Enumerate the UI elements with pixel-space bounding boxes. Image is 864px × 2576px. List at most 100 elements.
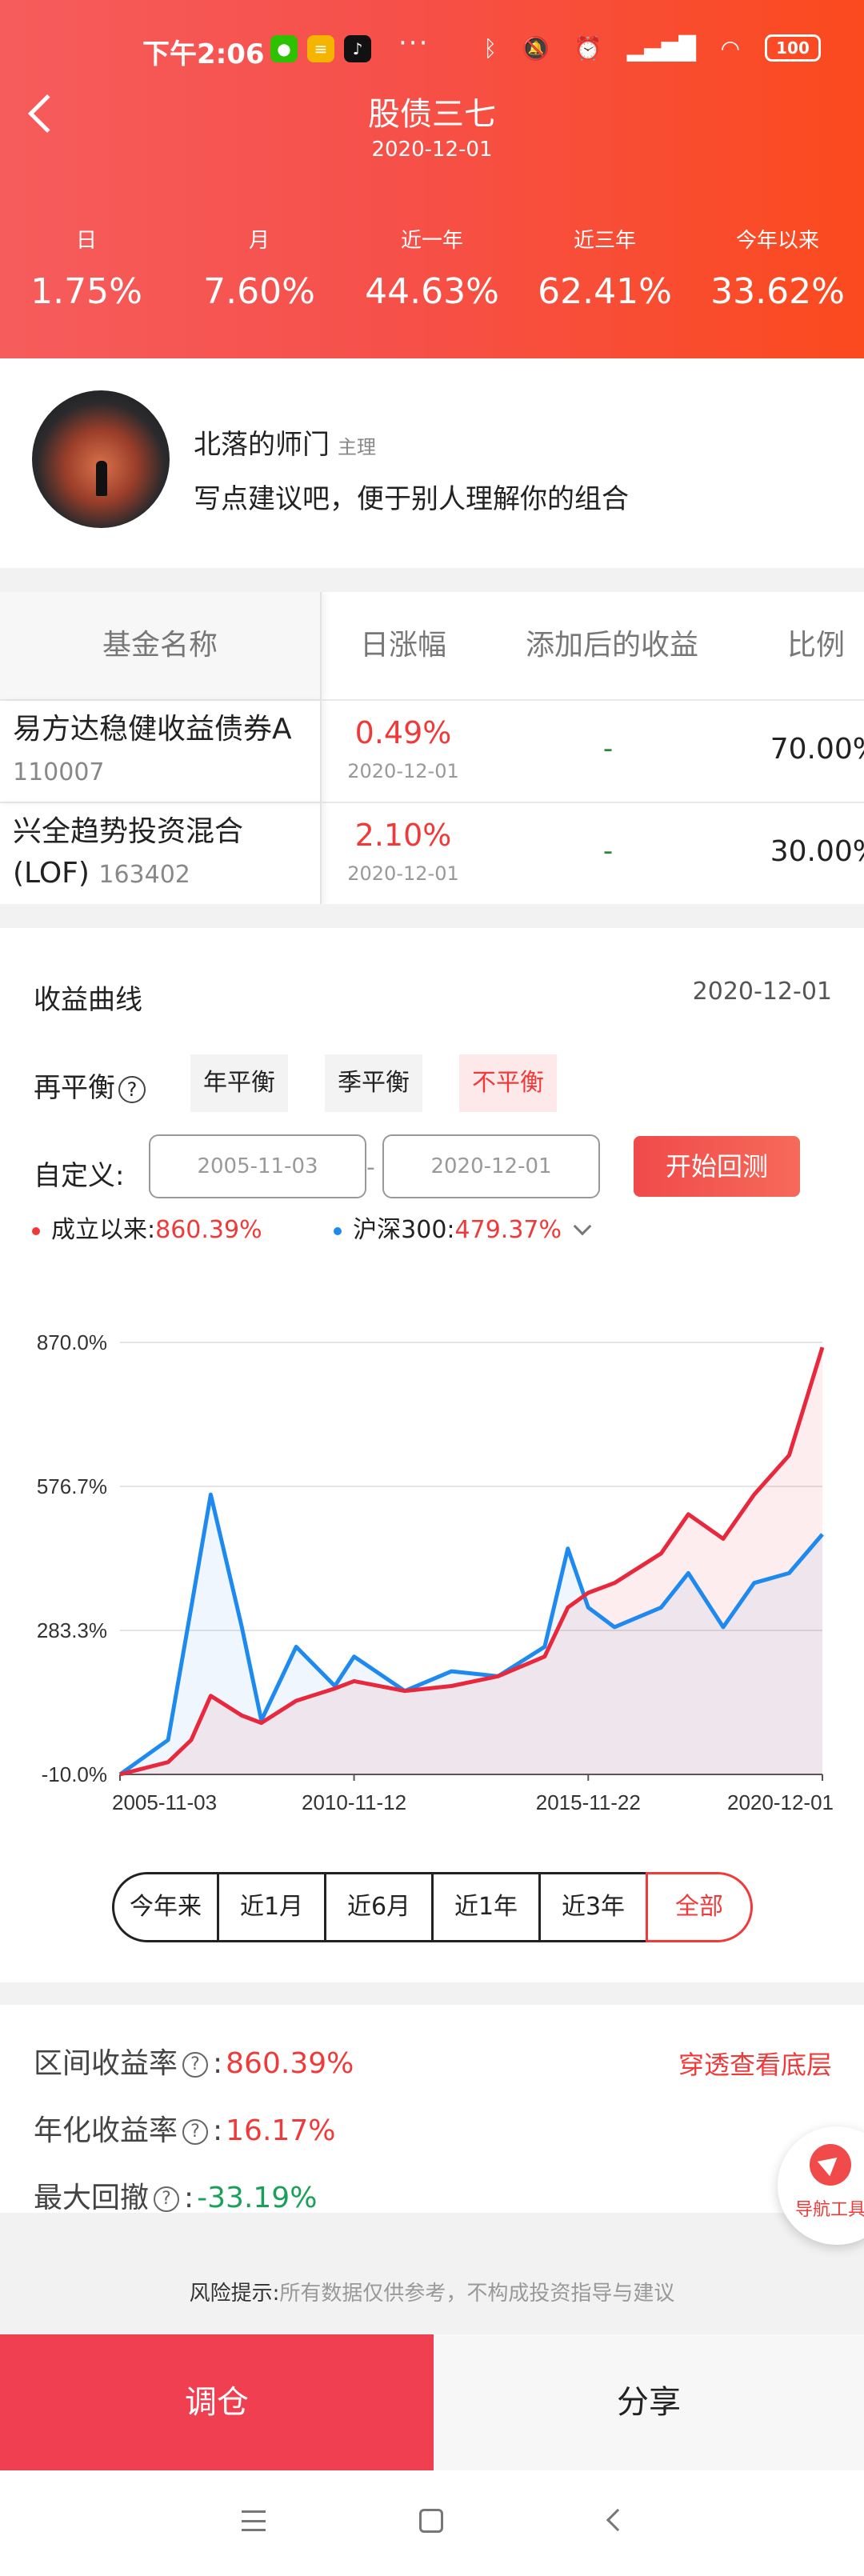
paper-plane-icon (810, 2144, 851, 2186)
status-icons: ᛒ 🔕 ⏰ ▂▄▆█ ◠ 100 (466, 34, 821, 62)
rebalance-label-line: 再平衡? (34, 1066, 146, 1105)
header-daily-change: 日涨幅 (323, 592, 483, 699)
y-tick-label: -10.0% (42, 1762, 107, 1786)
metric-annualized: 年化收益率?:16.17% (34, 2107, 335, 2149)
notes-icon: ≡ (307, 35, 334, 62)
owner-name: 北落的师门 (194, 429, 330, 461)
series1-value: 860.39% (155, 1216, 262, 1244)
metric-colon: : (213, 2114, 222, 2147)
y-tick-label: 576.7% (37, 1474, 107, 1498)
fund-ratio: 70.00% (736, 733, 864, 766)
y-tick-label: 283.3% (37, 1618, 107, 1642)
return-curve-section: 收益曲线 2020-12-01 再平衡? 年平衡 季平衡 不平衡 自定义: 20… (0, 928, 864, 1982)
owner-description[interactable]: 写点建议吧，便于别人理解你的组合 (194, 477, 629, 516)
drill-down-link[interactable]: 穿透查看底层 (678, 2045, 832, 2082)
adjust-button[interactable]: 调仓 (0, 2334, 434, 2470)
date-separator: - (366, 1154, 375, 1182)
metric-drawdown: 最大回撤?: -33.19% (34, 2174, 317, 2216)
owner-role: 主理 (338, 436, 376, 458)
metric-value: -33.19% (197, 2182, 317, 2214)
more-dots: ··· (398, 27, 429, 59)
rebalance-quarterly-chip[interactable]: 季平衡 (325, 1054, 422, 1112)
metric-label: 年化收益率 (34, 2114, 178, 2147)
back-icon[interactable] (606, 2509, 629, 2531)
metric-interval: 区间收益率?:860.39% (34, 2040, 354, 2082)
stat-label: 近三年 (518, 224, 691, 254)
x-tick-label: 2005-11-03 (112, 1790, 217, 1814)
fund-table: 基金名称 日涨幅 添加后的收益 比例 易方达稳健收益债券A 110007 0.4… (0, 592, 864, 904)
blue-dot-icon (334, 1227, 342, 1235)
table-row[interactable]: 易方达稳健收益债券A 110007 0.49% 2020-12-01 - 70.… (0, 699, 864, 802)
mute-icon: 🔕 (522, 35, 550, 62)
owner-name-line: 北落的师门 主理 (194, 422, 376, 462)
risk-text: 所有数据仅供参考，不构成投资指导与建议 (279, 2282, 674, 2306)
header-ratio: 比例 (752, 592, 864, 699)
nav-tool-button[interactable]: 导航工具 (778, 2126, 864, 2245)
rebalance-yearly-chip[interactable]: 年平衡 (190, 1054, 288, 1112)
risk-notice: 风险提示:所有数据仅供参考，不构成投资指导与建议 (0, 2277, 864, 2306)
help-icon[interactable]: ? (182, 2052, 208, 2078)
fund-date: 2020-12-01 (323, 862, 483, 885)
stat-month: 月 7.60% (173, 224, 346, 312)
metrics-section: 区间收益率?:860.39% 年化收益率?:16.17% 最大回撤?: -33.1… (0, 2005, 864, 2213)
page-title: 股债三七 (0, 88, 864, 134)
fund-change: 0.49% (323, 715, 483, 750)
signal-icon: ▂▄▆█ (627, 35, 696, 62)
help-icon[interactable]: ? (154, 2186, 179, 2212)
fund-name: 易方达稳健收益债券A (13, 713, 292, 746)
start-backtest-button[interactable]: 开始回测 (634, 1136, 800, 1197)
return-chart[interactable]: 870.0% 576.7% 283.3% -10.0% 2005-11-03 2010-1… (0, 1296, 864, 1824)
section-date: 2020-12-01 (693, 978, 832, 1006)
fund-after-return: - (528, 733, 688, 765)
fund-code: 163402 (98, 861, 190, 889)
owner-card: 北落的师门 主理 写点建议吧，便于别人理解你的组合 (0, 358, 864, 568)
start-date-input[interactable]: 2005-11-03 (149, 1134, 366, 1198)
rebalance-none-chip[interactable]: 不平衡 (459, 1054, 557, 1112)
help-icon[interactable]: ? (118, 1076, 146, 1103)
wifi-icon: ◠ (721, 35, 740, 62)
range-tab-all[interactable]: 全部 (646, 1872, 753, 1942)
stat-value: 62.41% (518, 271, 691, 312)
stat-value: 33.62% (691, 271, 864, 312)
fund-change: 2.10% (323, 818, 483, 853)
series2-value: 479.37% (455, 1216, 562, 1244)
range-tab-ytd[interactable]: 今年来 (112, 1872, 219, 1942)
stat-label: 今年以来 (691, 224, 864, 254)
section-title: 收益曲线 (34, 978, 142, 1017)
stat-ytd: 今年以来 33.62% (691, 224, 864, 312)
range-tab-6m[interactable]: 近6月 (326, 1872, 434, 1942)
y-tick-label: 870.0% (37, 1330, 107, 1354)
avatar[interactable] (32, 390, 170, 528)
range-tab-1m[interactable]: 近1月 (219, 1872, 326, 1942)
risk-label: 风险提示: (190, 2282, 280, 2306)
stat-label: 近一年 (346, 224, 518, 254)
stat-label: 月 (173, 224, 346, 254)
home-icon[interactable] (419, 2509, 443, 2533)
status-bar: 下午2:06 ● ≡ ♪ ··· ᛒ 🔕 ⏰ ▂▄▆█ ◠ 100 (0, 32, 864, 72)
stat-value: 44.63% (346, 271, 518, 312)
help-icon[interactable]: ? (182, 2119, 208, 2145)
chevron-down-icon[interactable] (574, 1218, 592, 1236)
end-date-input[interactable]: 2020-12-01 (382, 1134, 600, 1198)
header-fund-name: 基金名称 (0, 592, 322, 699)
range-tab-1y[interactable]: 近1年 (434, 1872, 541, 1942)
stat-day: 日 1.75% (0, 224, 173, 312)
share-button[interactable]: 分享 (434, 2334, 864, 2470)
metric-label: 区间收益率 (34, 2047, 178, 2080)
series1-label: 成立以来: (51, 1216, 155, 1244)
x-tick-label: 2020-12-01 (727, 1790, 834, 1814)
x-tick-label: 2015-11-22 (536, 1790, 641, 1814)
menu-icon[interactable] (242, 2510, 266, 2531)
table-row[interactable]: 兴全趋势投资混合(LOF) 163402 2.10% 2020-12-01 - … (0, 802, 864, 904)
wechat-icon: ● (270, 35, 298, 62)
red-dot-icon (32, 1227, 40, 1235)
header-after-return: 添加后的收益 (496, 592, 728, 699)
return-chart-svg: 870.0% 576.7% 283.3% -10.0%2005-11-03 2010-1… (0, 1296, 864, 1824)
page-date: 2020-12-01 (0, 138, 864, 162)
custom-range-label: 自定义: (34, 1154, 124, 1193)
fund-change-cell: 2.10% 2020-12-01 (323, 818, 483, 885)
fund-date: 2020-12-01 (323, 760, 483, 782)
range-tab-3y[interactable]: 近3年 (541, 1872, 648, 1942)
fund-after-return: - (528, 835, 688, 867)
metric-label: 最大回撤 (34, 2182, 149, 2214)
